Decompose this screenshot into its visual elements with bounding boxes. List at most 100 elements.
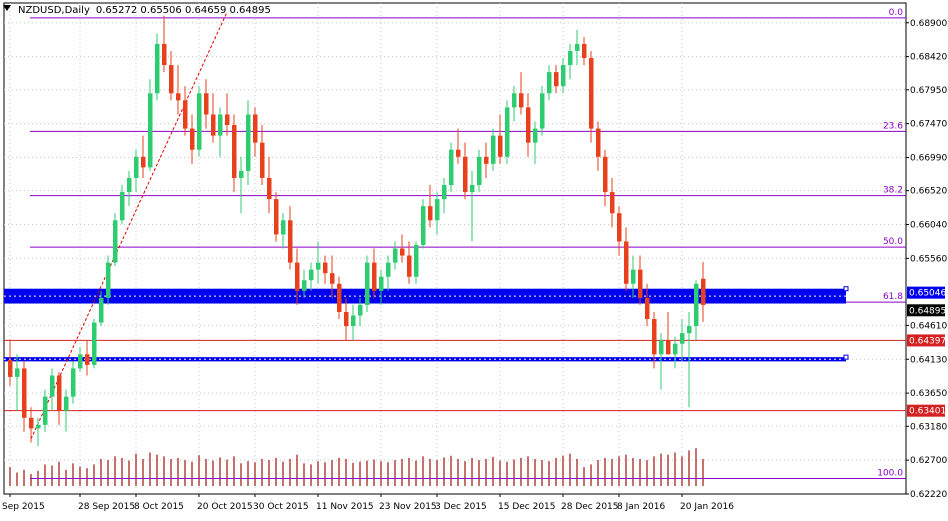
price-tick-label: 0.66520 (910, 187, 947, 197)
candle (400, 234, 405, 263)
candle-body (330, 273, 335, 284)
candle (659, 333, 664, 390)
fibonacci-levels[interactable]: 0.0 23.6 38.2 50.0 61.8 100.0 (30, 8, 906, 479)
candle-body (267, 177, 272, 200)
grid (3, 2, 907, 495)
candle (484, 142, 489, 178)
candle-body (463, 156, 468, 193)
candle-body (281, 220, 286, 235)
candle (78, 347, 83, 372)
candle (239, 156, 244, 214)
candle (302, 269, 307, 298)
candle (148, 79, 153, 171)
candle-body (673, 343, 678, 355)
fib-label: 61.8 (883, 292, 903, 302)
candle-body (246, 114, 251, 171)
candle (561, 58, 566, 94)
candle (232, 114, 237, 193)
candle-body (652, 319, 657, 355)
candle-body (253, 114, 258, 143)
candle (92, 319, 97, 369)
candle-body (155, 43, 160, 94)
horizontal-lines[interactable] (4, 339, 906, 412)
support-zones[interactable] (4, 286, 849, 362)
fib-label: 38.2 (883, 186, 903, 196)
candle (22, 361, 27, 432)
price-badge (907, 304, 945, 317)
price-badges: 0.65046 0.64895 0.64397 0.63401 (907, 286, 946, 417)
fib-label: 23.6 (883, 121, 903, 131)
time-tick-label: 15 Dec 2015 (498, 502, 556, 512)
candle-body (624, 241, 629, 284)
trend-line[interactable] (30, 11, 228, 440)
candle (582, 36, 587, 66)
price-badge-label: 0.64397 (909, 336, 946, 346)
time-tick-label: 30 Oct 2015 (253, 502, 309, 512)
candle-body (372, 262, 377, 291)
candle (456, 128, 461, 164)
candle (323, 255, 328, 284)
fib-label: 50.0 (883, 237, 903, 247)
zone-handle (843, 354, 849, 360)
candle (57, 371, 62, 425)
candle-body (351, 315, 356, 327)
candle (15, 354, 20, 411)
candle-body (197, 93, 202, 150)
candle (351, 304, 356, 341)
candle-body (113, 220, 118, 263)
candle (36, 417, 41, 447)
candle-body (50, 375, 55, 397)
candle (358, 297, 363, 327)
candle-body (120, 192, 125, 221)
candle-body (484, 156, 489, 164)
candle-body (421, 206, 426, 245)
candle-body (386, 262, 391, 277)
candle-body (36, 424, 41, 429)
candle (470, 170, 475, 242)
candle (701, 261, 706, 322)
candle-body (631, 269, 636, 284)
candle-body (526, 107, 531, 143)
candle (596, 121, 601, 171)
candle (106, 255, 111, 305)
candle-body (666, 340, 671, 355)
candle (197, 86, 202, 157)
candle (365, 255, 370, 312)
collapse-arrow-icon[interactable] (3, 5, 11, 11)
candle-body (232, 125, 237, 178)
candle-body (659, 340, 664, 355)
candle (526, 93, 531, 157)
candle-body (99, 297, 104, 323)
candle (162, 15, 167, 73)
candle-body (8, 359, 13, 377)
candle-body (302, 280, 307, 291)
candle-body (701, 278, 706, 305)
price-tick-label: 0.62700 (910, 456, 947, 466)
candle (680, 319, 685, 362)
time-tick-label: 20 Jan 2016 (680, 502, 734, 512)
candle (463, 142, 468, 200)
candle-body (519, 93, 524, 108)
candle-body (449, 149, 454, 186)
candle-body (540, 93, 545, 129)
candle-body (498, 135, 503, 157)
price-tick-label: 0.66040 (910, 221, 947, 231)
ohlc-values: 0.65272 0.65506 0.64659 0.64895 (96, 5, 271, 16)
candle (442, 177, 447, 214)
price-tick-label: 0.62220 (910, 490, 947, 500)
candle-body (365, 262, 370, 305)
volume-bars (9, 448, 704, 486)
price-axis: 0.68900 0.68420 0.67950 0.67470 0.66990 0.665… (906, 19, 947, 500)
candle (50, 368, 55, 411)
candle-body (239, 170, 244, 178)
candles (8, 15, 706, 447)
candle (421, 199, 426, 249)
candle (547, 65, 552, 101)
candle-body (568, 50, 573, 66)
candle (169, 50, 174, 101)
candle-body (603, 156, 608, 193)
candle (554, 65, 559, 94)
